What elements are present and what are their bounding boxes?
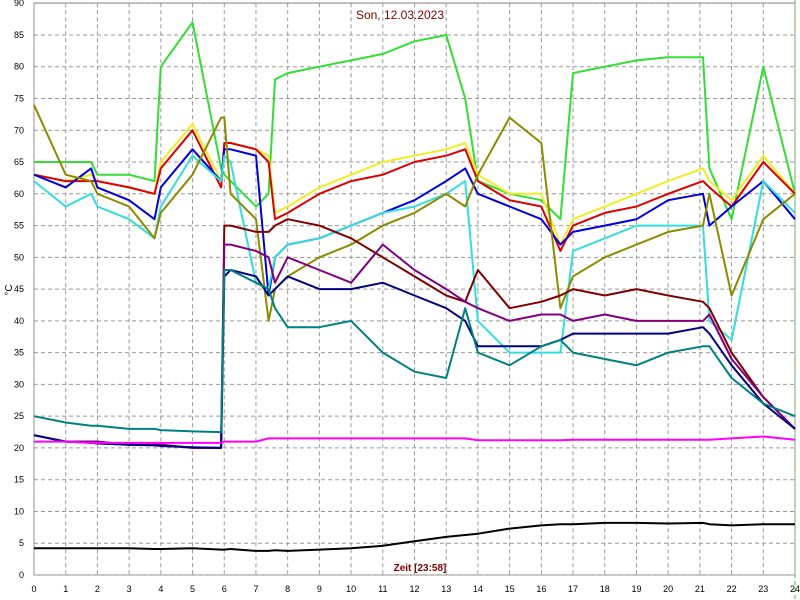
y-tick-label: 30 <box>14 379 24 389</box>
y-tick-label: 40 <box>14 316 24 326</box>
x-tick-label: 24 <box>790 584 800 594</box>
x-tick-label: 11 <box>378 584 387 594</box>
y-tick-label: 0 <box>19 570 24 580</box>
x-tick-label: 17 <box>568 584 578 594</box>
y-tick-label: 85 <box>14 30 24 40</box>
x-tick-label: 12 <box>409 584 419 594</box>
series-line <box>34 21 796 221</box>
x-tick-label: 19 <box>631 584 641 594</box>
x-tick-label: 6 <box>222 584 227 594</box>
y-tick-label: 90 <box>14 0 24 8</box>
y-tick-label: 25 <box>14 411 24 421</box>
x-tick-label: 9 <box>317 584 322 594</box>
x-tick-label: 5 <box>190 584 195 594</box>
series-line <box>33 104 796 322</box>
y-tick-label: 50 <box>14 252 24 262</box>
y-tick-label: 10 <box>14 506 24 516</box>
series-line <box>33 129 796 252</box>
x-tick-label: 0 <box>31 584 36 594</box>
x-tick-label: 13 <box>441 584 451 594</box>
x-tick-label: 22 <box>727 584 737 594</box>
x-tick-label: 15 <box>505 584 515 594</box>
x-tick-label: 3 <box>127 584 132 594</box>
x-tick-label: 20 <box>663 584 673 594</box>
y-tick-label: 60 <box>14 189 24 199</box>
x-tick-label: 8 <box>285 584 290 594</box>
x-tick-label: 21 <box>695 584 705 594</box>
y-tick-label: 55 <box>14 221 24 231</box>
x-tick-label: 16 <box>536 584 546 594</box>
x-tick-label: 1 <box>63 584 68 594</box>
y-tick-label: 70 <box>14 125 24 135</box>
y-tick-label: 80 <box>14 62 24 72</box>
series-line <box>34 435 796 444</box>
y-tick-label: 20 <box>14 443 24 453</box>
x-tick-label: 2 <box>95 584 100 594</box>
chart-title: Son, 12.03.2023 <box>356 8 444 22</box>
x-tick-label: 18 <box>600 584 610 594</box>
x-tick-label: 23 <box>758 584 768 594</box>
y-axis-label: °C <box>4 284 15 295</box>
series-line <box>33 269 796 434</box>
x-tick-label: 14 <box>473 584 483 594</box>
x-axis-label: Zeit [23:58] <box>394 563 447 574</box>
y-tick-label: 15 <box>14 475 24 485</box>
x-tick-label: 4 <box>158 584 163 594</box>
y-tick-label: 5 <box>19 538 24 548</box>
x-tick-label: 7 <box>253 584 258 594</box>
y-tick-label: 65 <box>14 157 24 167</box>
series-line <box>33 269 796 449</box>
x-tick-label: 10 <box>346 584 356 594</box>
y-tick-label: 75 <box>14 94 24 104</box>
series-line <box>34 521 795 552</box>
y-tick-label: 45 <box>14 284 24 294</box>
y-tick-label: 35 <box>14 348 24 358</box>
